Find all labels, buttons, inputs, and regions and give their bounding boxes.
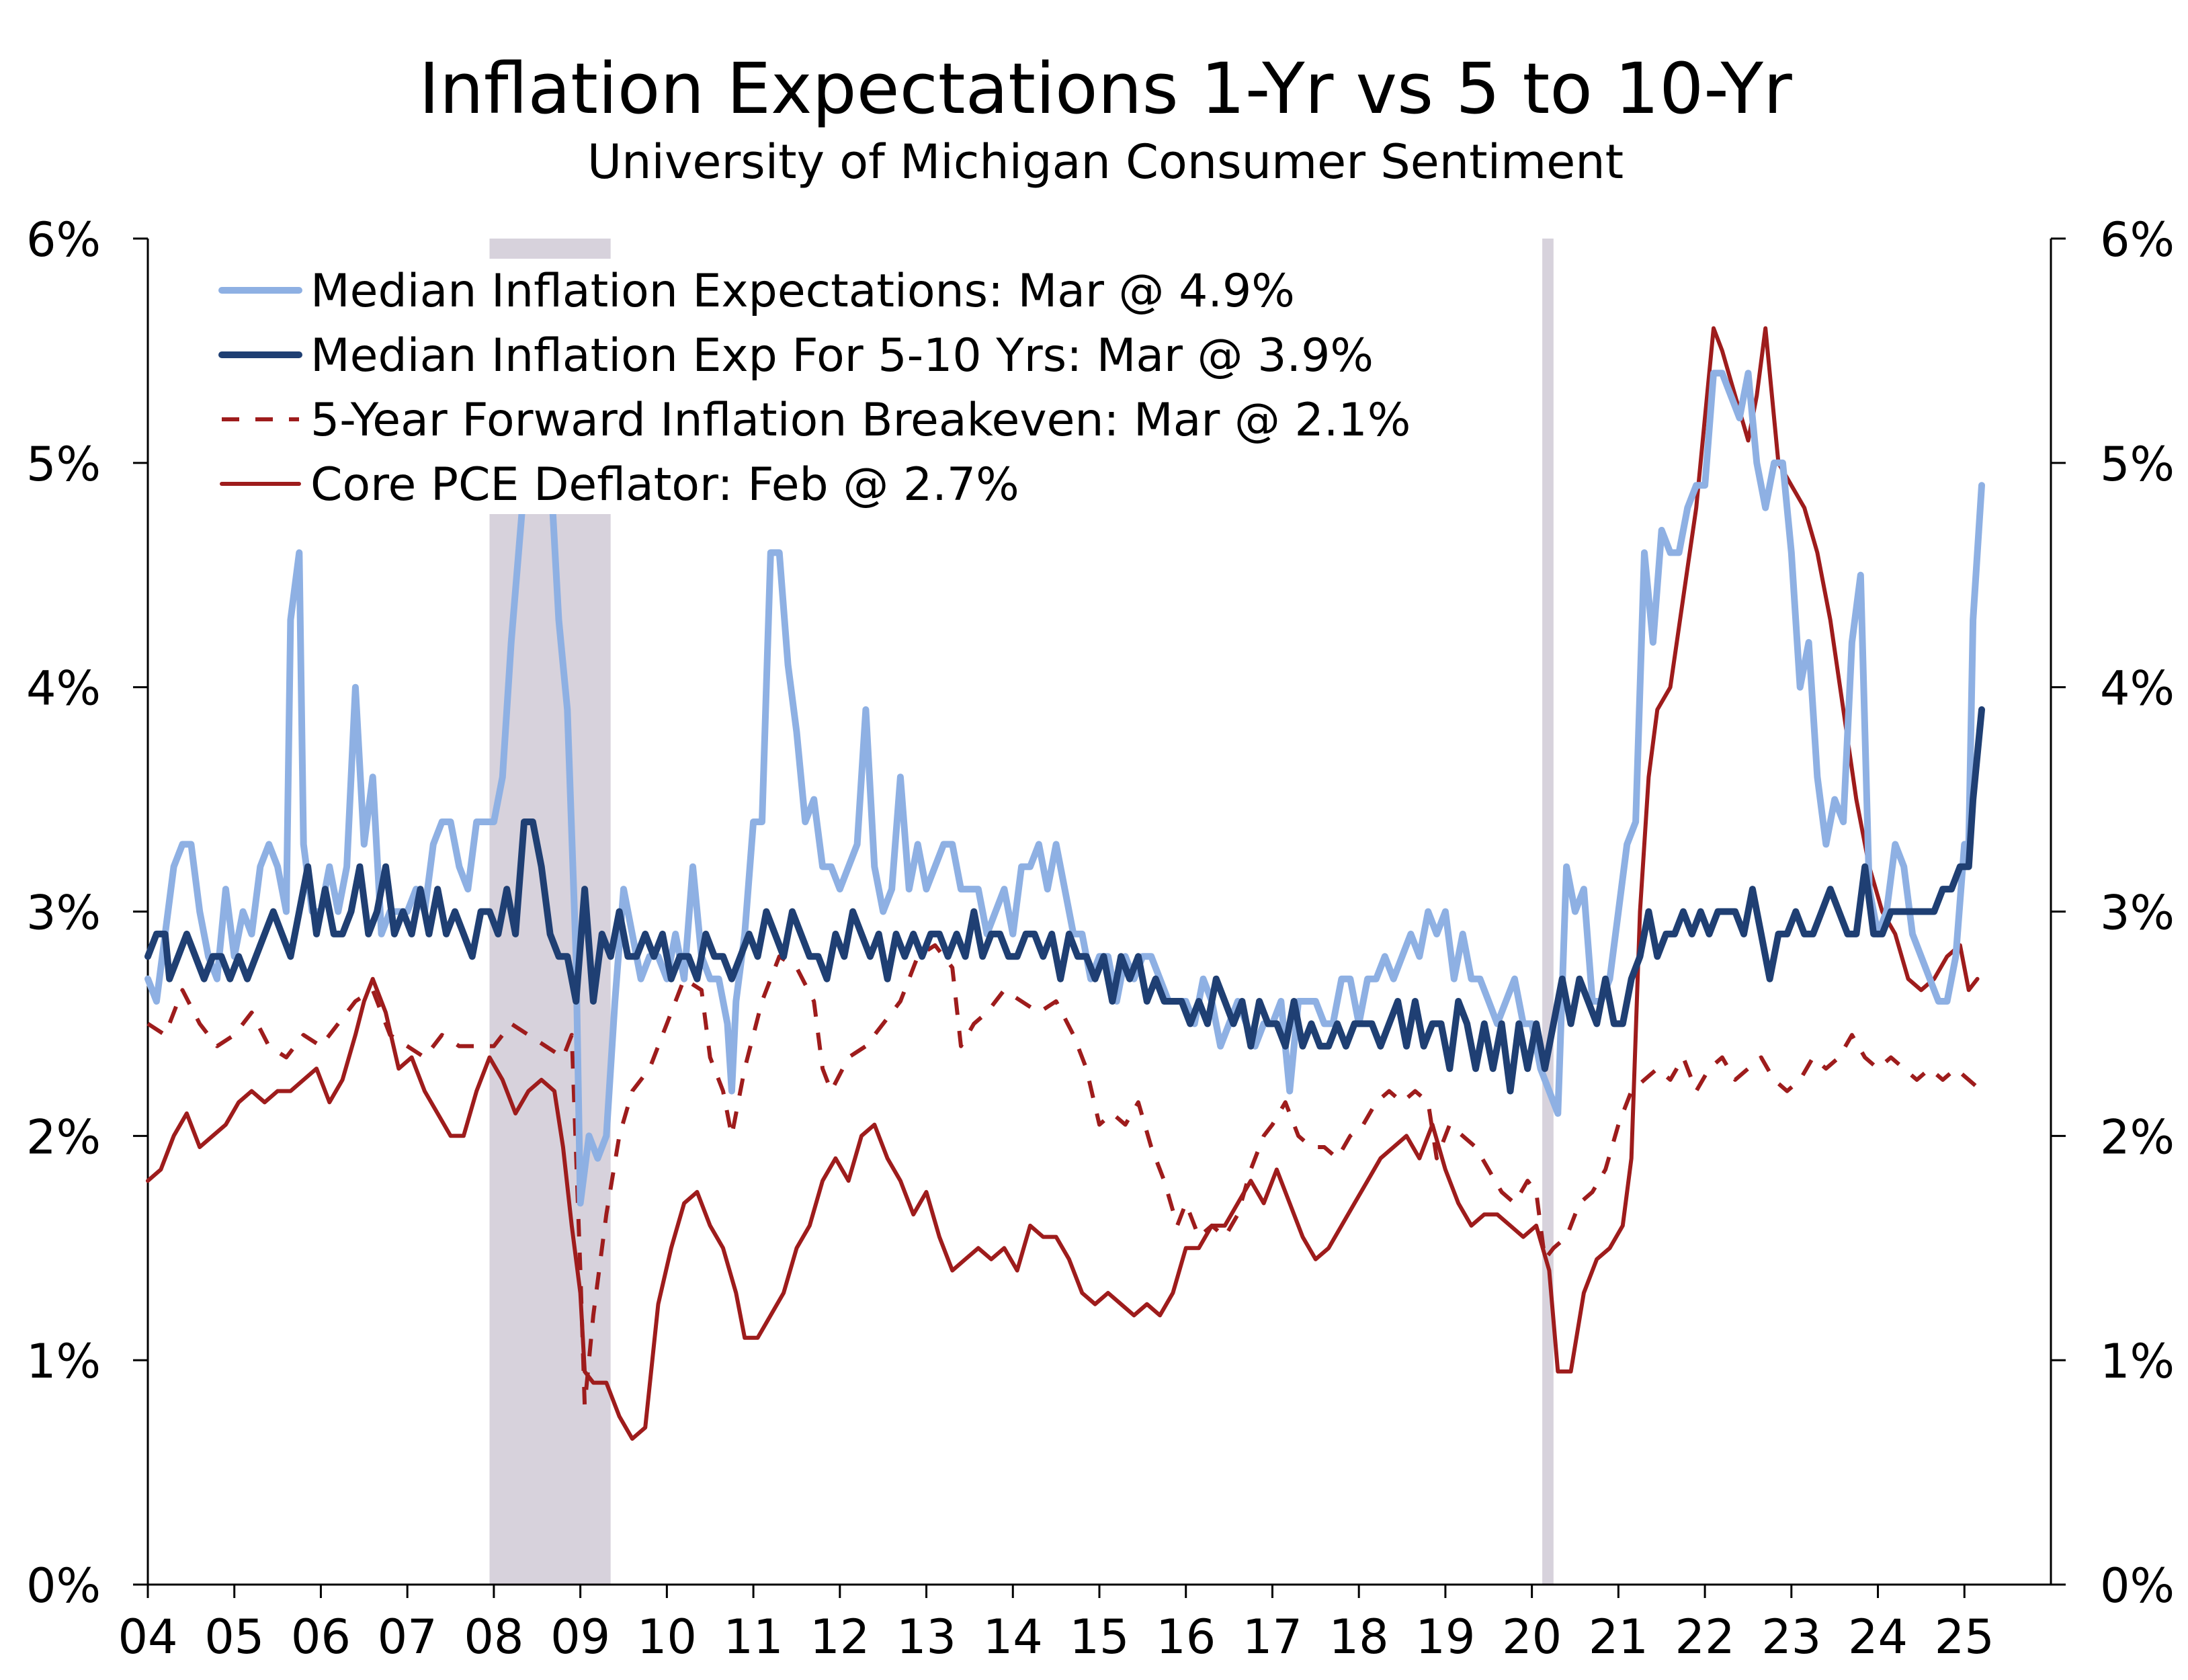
recession-bar-2 [1542, 239, 1554, 1585]
y-tick-label-right: 6% [2100, 212, 2175, 267]
legend-label-4: Core PCE Deflator: Feb @ 2.7% [310, 458, 1019, 511]
y-tick-label-right: 4% [2100, 661, 2175, 716]
x-tick-label: 07 [378, 1609, 437, 1665]
series-line-2 [144, 706, 1985, 1095]
axes: 0% 0% 1% 1% 2% 2% 3% 3% 4% 4% 5% 5% 6% 6% 04 05 06 07 08 09… [26, 212, 2175, 1665]
y-tick-label-left: 3% [26, 886, 101, 941]
y-tick-label-right: 5% [2100, 437, 2175, 492]
x-tick-label: 23 [1761, 1609, 1821, 1665]
y-tick-label-left: 4% [26, 661, 101, 716]
y-tick-label-left: 5% [26, 437, 101, 492]
chart-subtitle: University of Michigan Consumer Sentimen… [587, 134, 1624, 190]
series-line-4 [146, 326, 1980, 1441]
y-tick-label-right: 2% [2100, 1109, 2175, 1165]
legend-label-1: Median Inflation Expectations: Mar @ 4.9… [310, 265, 1295, 318]
y-tick-label-right: 0% [2100, 1558, 2175, 1613]
x-tick-label: 21 [1589, 1609, 1648, 1665]
x-tick-label: 15 [1069, 1609, 1129, 1665]
x-tick-label: 18 [1329, 1609, 1389, 1665]
series-lines [144, 326, 1985, 1441]
chart-title: Inflation Expectations 1-Yr vs 5 to 10-Y… [419, 48, 1792, 130]
series-line-1 [144, 370, 1985, 1207]
legend-background [202, 259, 1492, 514]
x-tick-label: 04 [118, 1609, 177, 1665]
legend-label-3: 5-Year Forward Inflation Breakeven: Mar … [310, 394, 1411, 447]
y-tick-label-left: 2% [26, 1109, 101, 1165]
series-line-3 [146, 943, 1983, 1407]
legend: Median Inflation Expectations: Mar @ 4.9… [202, 259, 1492, 514]
y-tick-label-left: 1% [26, 1334, 101, 1389]
x-tick-label: 24 [1848, 1609, 1908, 1665]
legend-label-2: Median Inflation Exp For 5-10 Yrs: Mar @… [310, 329, 1374, 382]
x-tick-label: 13 [896, 1609, 956, 1665]
x-tick-label: 12 [810, 1609, 870, 1665]
x-tick-label: 06 [291, 1609, 351, 1665]
y-tick-label-right: 3% [2100, 886, 2175, 941]
x-tick-label: 16 [1156, 1609, 1216, 1665]
y-tick-label-right: 1% [2100, 1334, 2175, 1389]
x-tick-label: 25 [1935, 1609, 1994, 1665]
x-tick-label: 17 [1243, 1609, 1302, 1665]
x-tick-label: 20 [1502, 1609, 1562, 1665]
x-tick-label: 08 [464, 1609, 523, 1665]
x-tick-label: 10 [637, 1609, 697, 1665]
x-tick-label: 05 [204, 1609, 264, 1665]
y-tick-label-left: 6% [26, 212, 101, 267]
x-tick-label: 22 [1675, 1609, 1735, 1665]
x-tick-label: 19 [1415, 1609, 1475, 1665]
x-tick-label: 11 [724, 1609, 784, 1665]
y-tick-label-left: 0% [26, 1558, 101, 1613]
x-tick-label: 14 [983, 1609, 1043, 1665]
x-tick-label: 09 [550, 1609, 610, 1665]
